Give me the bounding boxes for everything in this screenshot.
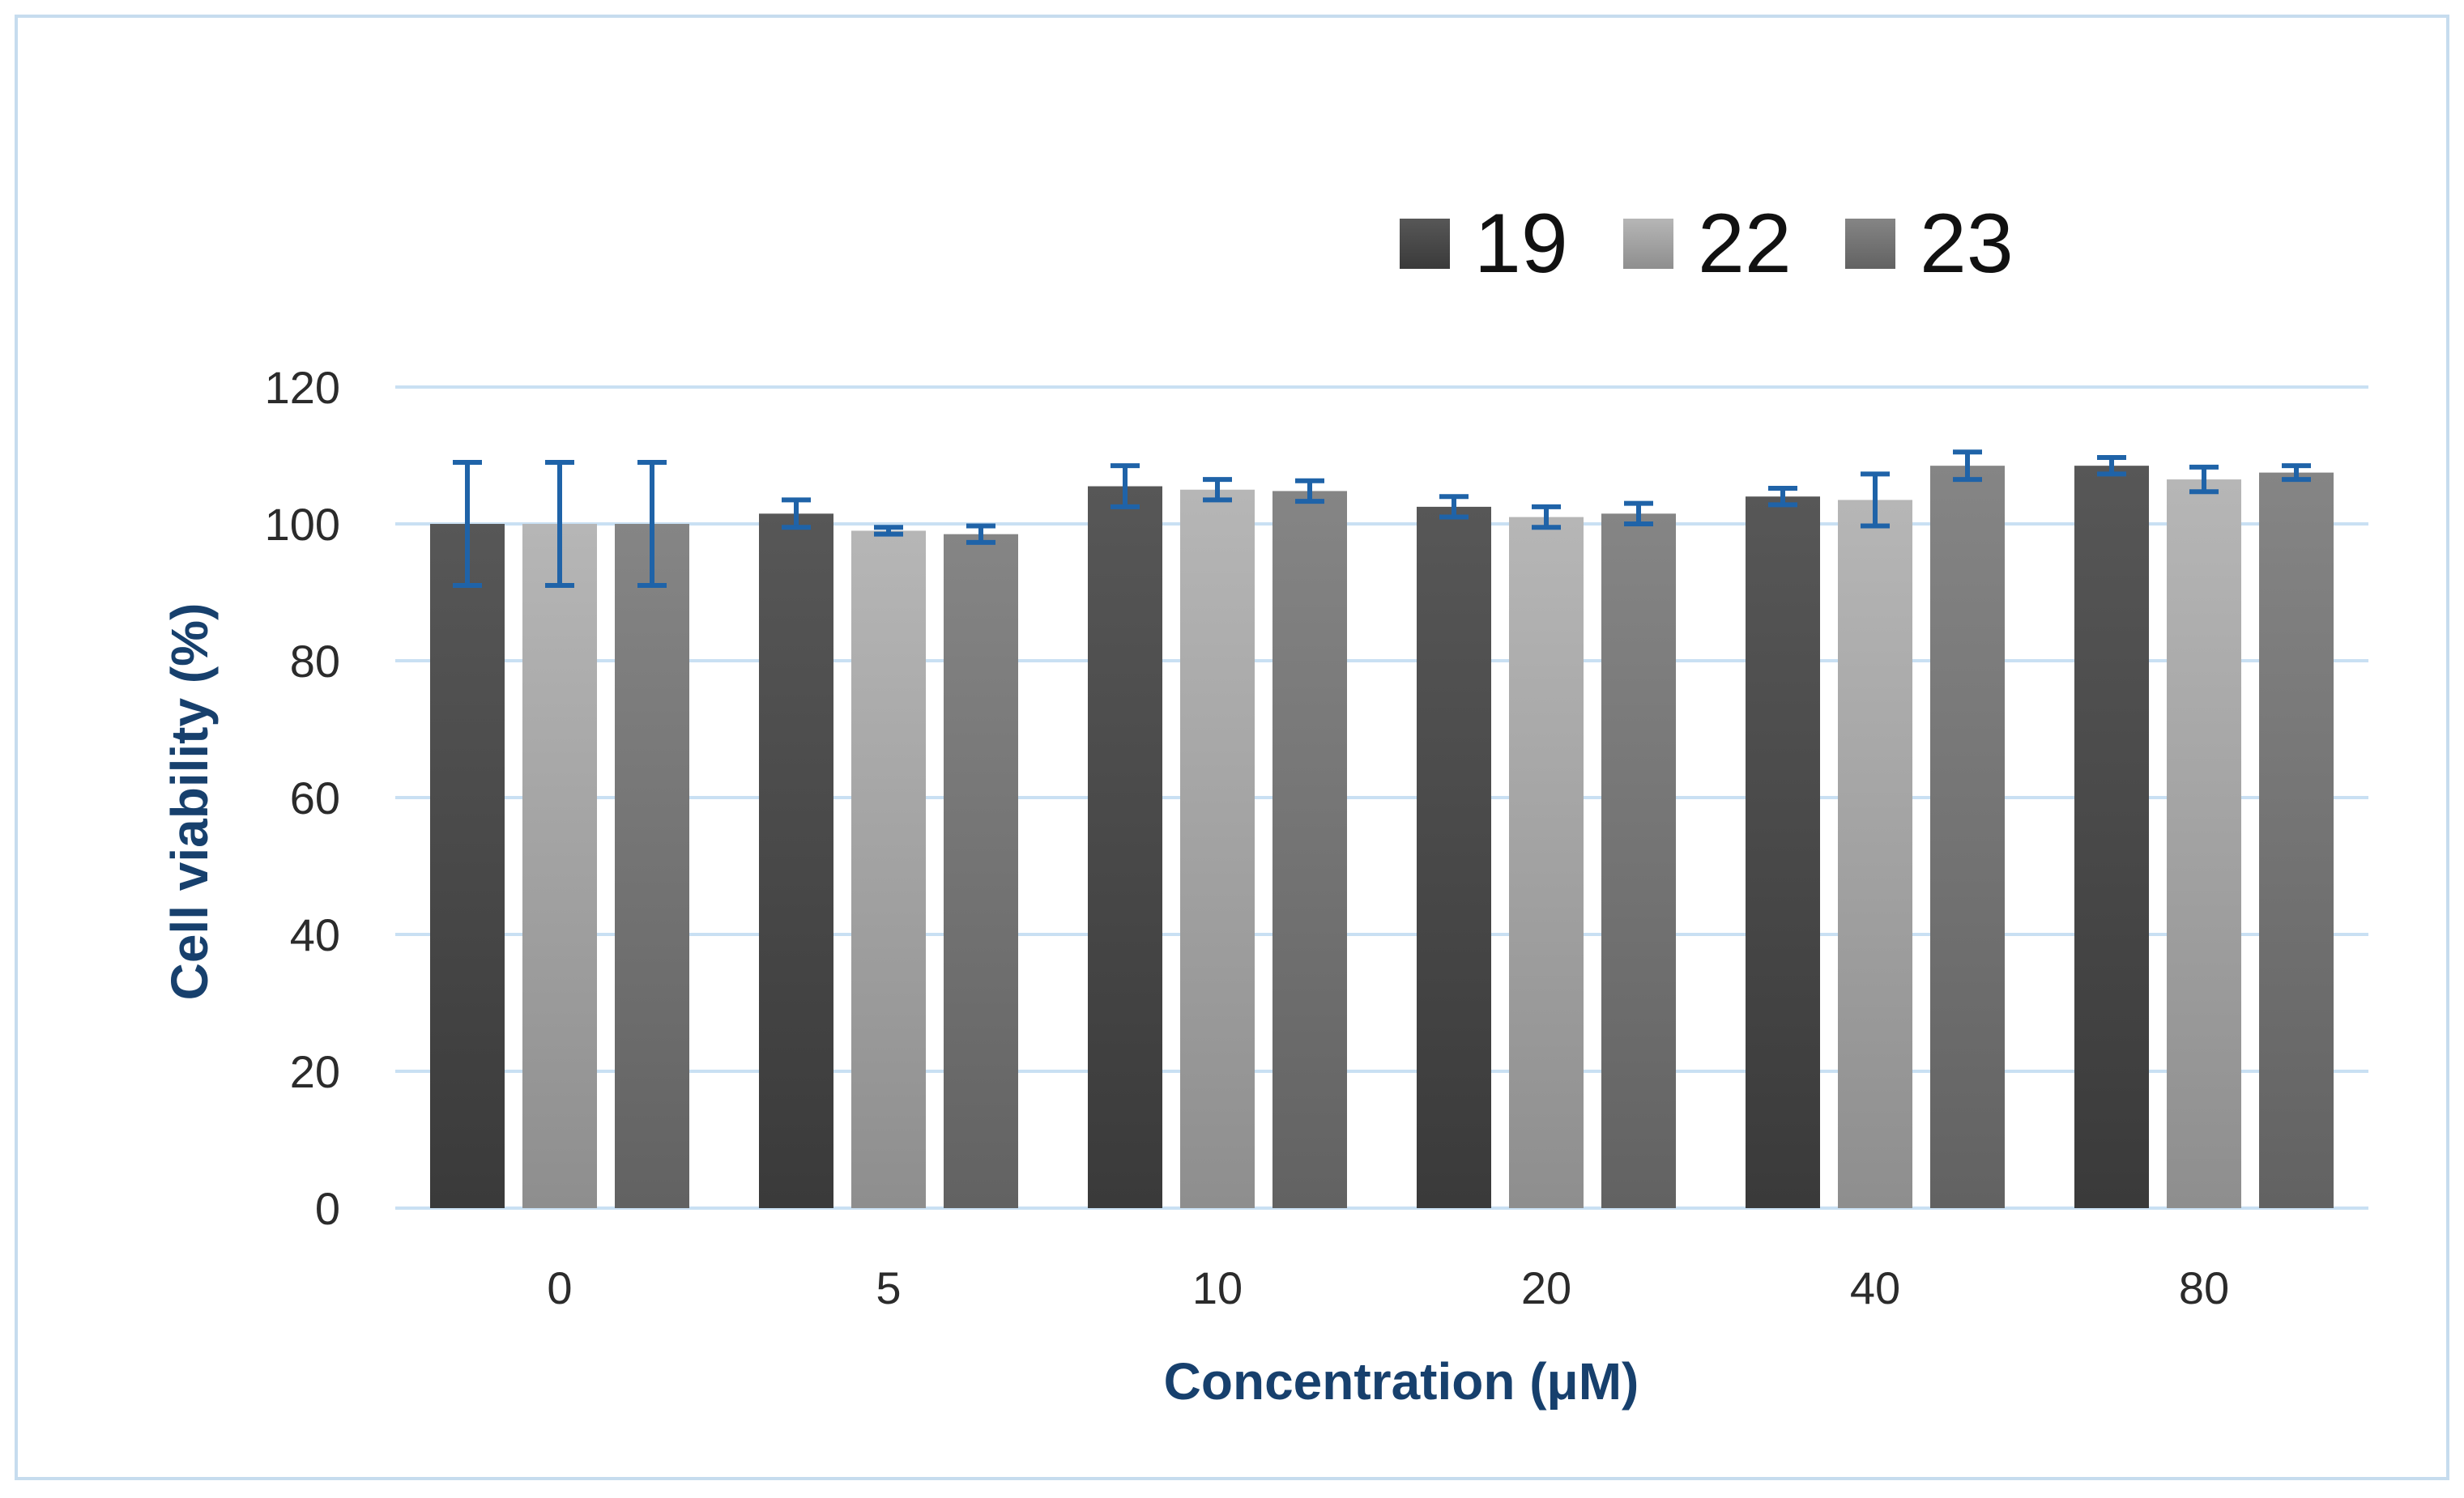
y-axis-ticks: 0 20 40 60 80 100 120: [265, 362, 340, 1234]
error-bar-19-5: [782, 497, 811, 530]
error-bar-22-40: [1861, 471, 1890, 529]
error-bar-23-10: [1295, 478, 1324, 504]
bar-23-40: [1930, 466, 2005, 1208]
error-bar-22-10: [1203, 477, 1232, 503]
bar-23-5: [944, 534, 1018, 1208]
legend-swatch-23: [1845, 219, 1895, 269]
legend-item-22: 22: [1623, 197, 1792, 291]
x-tick-label-80: 80: [2179, 1262, 2229, 1313]
y-tick-label-20: 20: [290, 1046, 340, 1097]
legend-item-19: 19: [1400, 197, 1568, 291]
y-tick-label-120: 120: [265, 362, 340, 413]
x-axis-title: Concentration (μM): [1164, 1352, 1639, 1411]
bar-23-0: [615, 524, 689, 1208]
y-axis-title: Cell viability (%): [160, 603, 219, 1001]
legend-swatch-19: [1400, 219, 1450, 269]
bar-23-10: [1272, 491, 1347, 1208]
x-tick-label-20: 20: [1521, 1262, 1571, 1313]
y-tick-label-40: 40: [290, 909, 340, 960]
error-bar-23-80: [2282, 463, 2311, 483]
y-tick-label-80: 80: [290, 636, 340, 687]
error-bar-23-40: [1953, 449, 1982, 483]
legend-item-23: 23: [1845, 197, 2014, 291]
error-bar-19-40: [1768, 486, 1797, 508]
x-tick-label-10: 10: [1192, 1262, 1243, 1313]
bar-23-80: [2259, 472, 2334, 1208]
bar-19-5: [759, 513, 833, 1208]
legend: 19 22 23: [1400, 197, 2014, 291]
legend-swatch-22: [1623, 219, 1673, 269]
error-bar-22-20: [1532, 504, 1561, 530]
error-bar-19-0: [453, 459, 482, 589]
x-tick-label-40: 40: [1850, 1262, 1900, 1313]
error-bar-19-20: [1439, 494, 1469, 520]
bar-19-0: [430, 524, 505, 1208]
gridlines: [395, 385, 2368, 1210]
y-tick-label-60: 60: [290, 772, 340, 823]
bar-22-40: [1838, 500, 1912, 1208]
chart-frame: [15, 15, 2449, 1480]
error-bar-23-0: [637, 459, 667, 589]
bar-19-40: [1746, 496, 1820, 1208]
legend-label-22: 22: [1698, 197, 1792, 291]
error-bar-23-5: [966, 523, 995, 545]
error-bar-19-80: [2097, 455, 2126, 477]
legend-label-19: 19: [1474, 197, 1568, 291]
y-tick-label-100: 100: [265, 499, 340, 550]
bar-19-20: [1417, 506, 1491, 1208]
error-bar-19-10: [1111, 463, 1140, 509]
bar-19-80: [2074, 466, 2149, 1208]
legend-label-23: 23: [1920, 197, 2014, 291]
x-tick-label-0: 0: [547, 1262, 572, 1313]
bar-22-0: [522, 524, 597, 1208]
bar-22-5: [851, 530, 926, 1208]
bar-23-20: [1601, 513, 1676, 1208]
error-bar-23-20: [1624, 500, 1653, 526]
y-tick-label-0: 0: [315, 1183, 340, 1234]
error-bar-22-0: [545, 459, 574, 589]
x-axis-ticks: 0 5 10 20 40 80: [547, 1262, 2229, 1313]
error-bars: [453, 449, 2311, 589]
error-bar-22-5: [874, 525, 903, 537]
bar-22-80: [2167, 479, 2241, 1208]
bar-19-10: [1088, 486, 1162, 1208]
bar-22-20: [1509, 517, 1584, 1208]
bars: [430, 466, 2334, 1208]
bar-22-10: [1180, 489, 1255, 1208]
error-bar-22-80: [2189, 464, 2219, 495]
x-tick-label-5: 5: [876, 1262, 901, 1313]
